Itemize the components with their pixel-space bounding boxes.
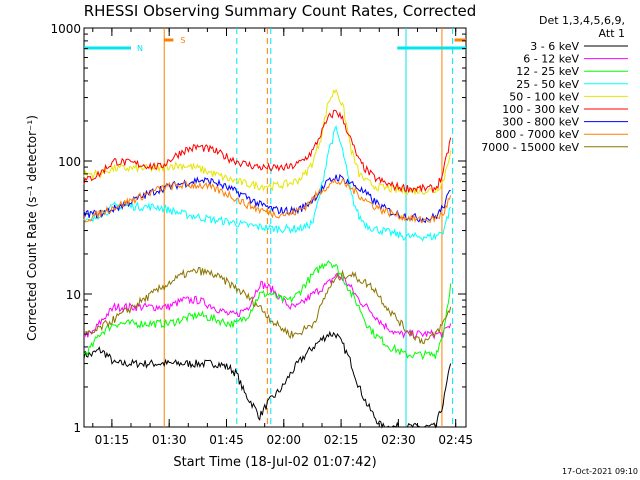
x-axis-label: Start Time (18-Jul-02 01:07:42)	[173, 455, 376, 470]
flag-label-N: N	[137, 44, 143, 53]
flag-label-S: S	[180, 36, 185, 45]
plot-markers	[163, 28, 454, 427]
x-tick-label-4: 02:15	[324, 433, 359, 447]
series-lines	[83, 88, 452, 429]
series-line-0	[83, 330, 452, 429]
y-tick-label-0: 1	[73, 421, 81, 435]
legend-label-1: 6 - 12 keV	[523, 53, 579, 66]
series-line-1	[83, 272, 452, 340]
x-tick-label-1: 01:30	[152, 433, 187, 447]
x-tick-label-2: 01:45	[209, 433, 244, 447]
x-tick-label-3: 02:00	[266, 433, 301, 447]
series-line-5	[83, 109, 452, 194]
legend-label-5: 100 - 300 keV	[502, 103, 579, 116]
legend-header-line-1: Det 1,3,4,5,6,9,	[539, 14, 625, 27]
legend-label-4: 50 - 100 keV	[509, 90, 579, 103]
legend-label-6: 300 - 800 keV	[502, 116, 579, 129]
legend-label-8: 7000 - 15000 keV	[481, 141, 579, 154]
y-tick-label-3: 1000	[50, 22, 81, 36]
x-tick-label-0: 01:15	[95, 433, 130, 447]
footer-date: 17-Oct-2021 09:10	[562, 467, 638, 476]
legend-label-0: 3 - 6 keV	[530, 40, 579, 53]
x-tick-label-6: 02:45	[438, 433, 473, 447]
plot-frame	[83, 27, 467, 428]
legend-label-7: 800 - 7000 keV	[495, 128, 579, 141]
series-line-7	[83, 178, 452, 224]
flag-bars: SN	[84, 36, 466, 53]
x-tick-label-5: 02:30	[381, 433, 416, 447]
axis-ticks: 1 10 100 1000 01:15 01:30 01:45 02:00 02:15 02:30…	[50, 22, 473, 447]
legend-header-line-2: Att 1	[599, 27, 625, 40]
y-tick-label-1: 10	[66, 288, 81, 302]
series-line-8	[83, 266, 452, 345]
y-axis-label: Corrected Count Rate (s⁻¹ detector⁻¹)	[25, 115, 39, 341]
y-tick-label-2: 100	[58, 155, 81, 169]
series-line-6	[83, 173, 451, 224]
series-line-2	[83, 260, 452, 361]
series-line-3	[83, 124, 452, 242]
legend-label-3: 25 - 50 keV	[516, 78, 579, 91]
legend-label-2: 12 - 25 keV	[516, 65, 579, 78]
chart-title: RHESSI Observing Summary Count Rates, Co…	[84, 2, 477, 20]
